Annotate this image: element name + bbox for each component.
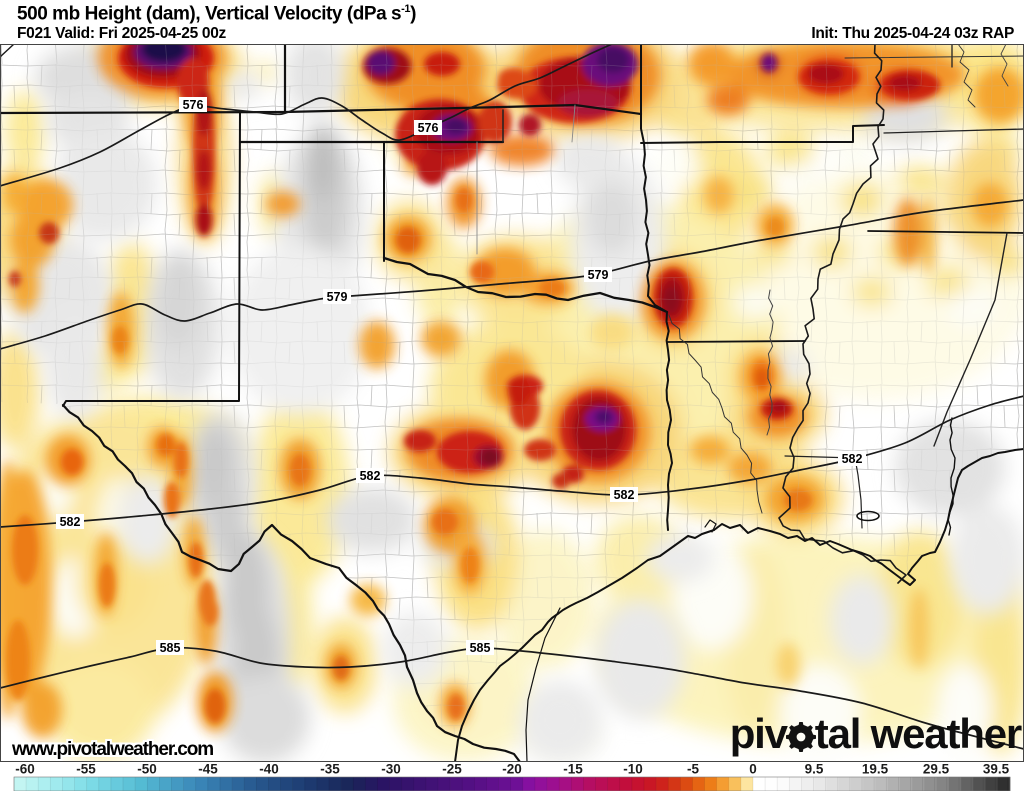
svg-text:582: 582 bbox=[614, 488, 635, 502]
svg-text:-60: -60 bbox=[15, 762, 35, 777]
svg-text:582: 582 bbox=[360, 469, 381, 483]
svg-text:-40: -40 bbox=[259, 762, 279, 777]
svg-text:0: 0 bbox=[749, 762, 757, 777]
svg-text:-55: -55 bbox=[76, 762, 96, 777]
svg-text:576: 576 bbox=[183, 98, 204, 112]
svg-text:-20: -20 bbox=[502, 762, 522, 777]
svg-text:19.5: 19.5 bbox=[862, 762, 889, 777]
svg-text:585: 585 bbox=[160, 641, 181, 655]
svg-text:-30: -30 bbox=[381, 762, 401, 777]
svg-text:582: 582 bbox=[842, 452, 863, 466]
svg-text:-5: -5 bbox=[687, 762, 699, 777]
svg-text:-50: -50 bbox=[137, 762, 157, 777]
svg-text:-25: -25 bbox=[442, 762, 462, 777]
svg-text:585: 585 bbox=[470, 641, 491, 655]
svg-text:29.5: 29.5 bbox=[923, 762, 950, 777]
svg-text:-35: -35 bbox=[320, 762, 340, 777]
svg-text:579: 579 bbox=[327, 290, 348, 304]
svg-text:576: 576 bbox=[418, 121, 439, 135]
svg-text:-10: -10 bbox=[623, 762, 643, 777]
svg-text:579: 579 bbox=[588, 268, 609, 282]
svg-text:582: 582 bbox=[60, 515, 81, 529]
svg-text:39.5: 39.5 bbox=[983, 762, 1010, 777]
svg-text:-15: -15 bbox=[563, 762, 583, 777]
svg-text:9.5: 9.5 bbox=[805, 762, 824, 777]
svg-text:-45: -45 bbox=[198, 762, 218, 777]
